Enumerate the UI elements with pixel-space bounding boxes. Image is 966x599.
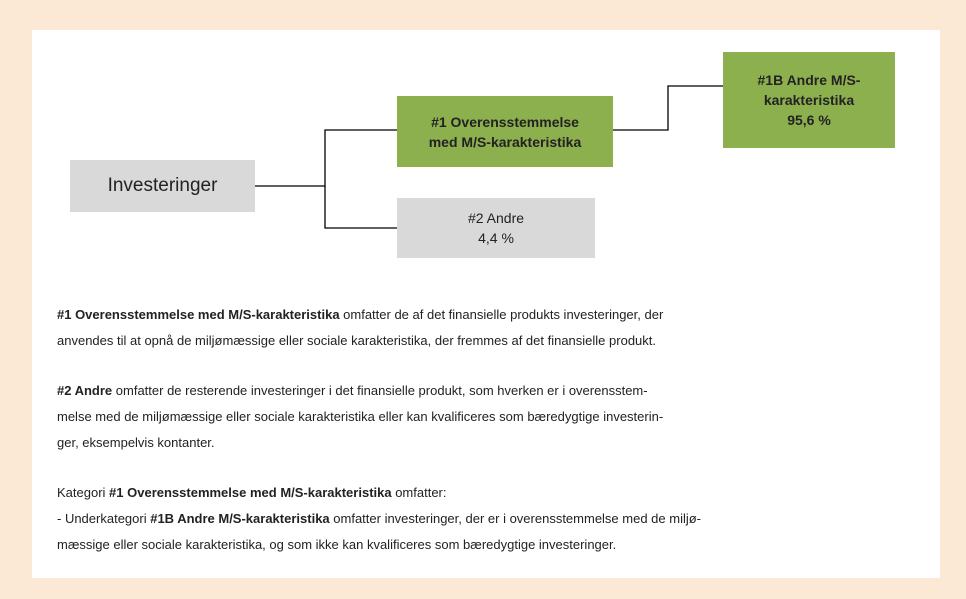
text: mæssige eller sociale karakteristika, og… xyxy=(57,537,617,552)
node-label: #2 Andre xyxy=(467,210,525,226)
text: omfatter de resterende investeringer i d… xyxy=(112,383,648,398)
node: #1 Overensstemmelse med M/S-karakteristik… xyxy=(397,96,613,167)
bold-text: #1 Overensstemmelse med M/S-karakteristi… xyxy=(57,307,340,322)
connectors xyxy=(255,85,723,229)
node-label: #1B Andre M/S- xyxy=(757,72,861,88)
text: omfatter: xyxy=(391,485,447,500)
text: Kategori xyxy=(57,485,110,500)
text: anvendes til at opnå de miljømæssige ell… xyxy=(57,333,656,348)
node-label: #1 Overensstemmelse xyxy=(431,113,579,130)
text-line: - Underkategori #1B Andre M/S-karakteris… xyxy=(57,506,937,532)
node-label: 95,6 % xyxy=(787,112,831,128)
text: - Underkategori xyxy=(57,511,151,526)
node: #2 Andre 4,4 % xyxy=(397,198,595,258)
connector xyxy=(255,129,397,187)
text-line: anvendes til at opnå de miljømæssige ell… xyxy=(57,328,937,354)
bold-text: #1 Overensstemmelse med M/S-karakteristi… xyxy=(109,485,392,500)
text-line: #2 Andre omfatter de resterende invester… xyxy=(57,378,937,404)
text-line: ger, eksempelvis kontanter. xyxy=(57,430,937,456)
node-label: med M/S-karakteristika xyxy=(428,133,582,150)
connector xyxy=(613,85,723,131)
bold-text: #2 Andre xyxy=(57,383,113,398)
connector xyxy=(324,186,397,229)
text: melse med de miljømæssige eller sociale … xyxy=(57,409,664,424)
text-line: melse med de miljømæssige eller sociale … xyxy=(57,404,937,430)
node: Investeringer xyxy=(70,160,255,212)
text: omfatter de af det finansielle produkts … xyxy=(339,307,664,322)
text-line: #1 Overensstemmelse med M/S-karakteristi… xyxy=(57,302,937,328)
text-line: Kategori #1 Overensstemmelse med M/S-kar… xyxy=(57,480,937,506)
paragraph: #2 Andre omfatter de resterende invester… xyxy=(57,378,937,456)
bold-text: #1B Andre M/S-karakteristika xyxy=(150,511,330,526)
node: #1B Andre M/S-karakteristika 95,6 % xyxy=(723,52,895,148)
panel: Investeringer #1 Overensstemmelse med M/S… xyxy=(32,30,940,578)
text: ger, eksempelvis kontanter. xyxy=(57,435,215,450)
text-line: mæssige eller sociale karakteristika, og… xyxy=(57,532,937,558)
node-label: karakteristika xyxy=(763,92,855,108)
node-label: Investeringer xyxy=(107,175,218,196)
node-label: 4,4 % xyxy=(478,230,514,246)
text: omfatter investeringer, der er i overens… xyxy=(329,511,702,526)
paragraph: #1 Overensstemmelse med M/S-karakteristi… xyxy=(57,302,937,354)
description: #1 Overensstemmelse med M/S-karakteristi… xyxy=(57,302,937,578)
paragraph: Kategori #1 Overensstemmelse med M/S-kar… xyxy=(57,480,937,558)
